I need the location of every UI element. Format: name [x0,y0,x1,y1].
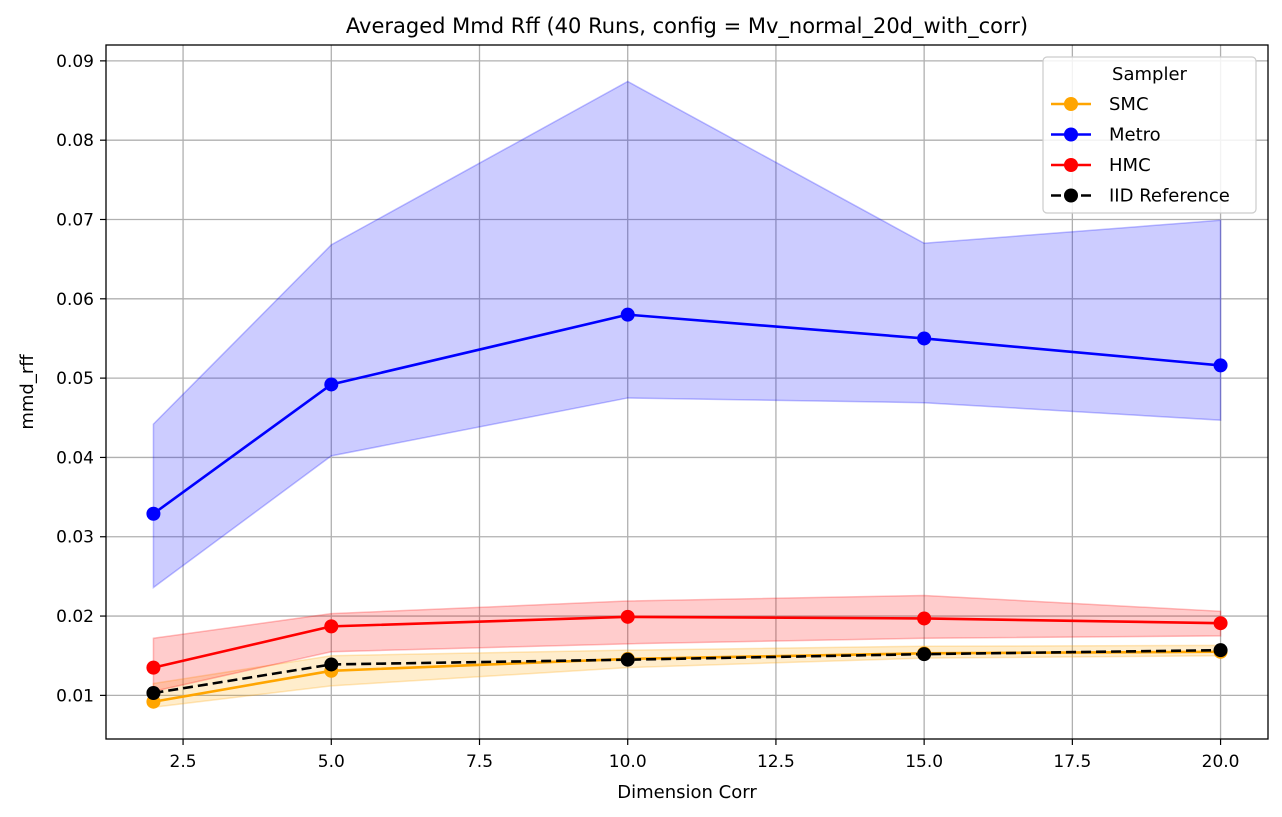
x-tick-label: 5.0 [318,752,345,772]
legend-label-metro: Metro [1109,125,1161,146]
legend-marker-iid-reference [1064,188,1078,203]
plot-frame [105,44,1269,740]
y-tick-label: 0.01 [56,686,94,706]
legend-box [1042,56,1257,214]
x-tick-label: 12.5 [757,752,795,772]
point-metro [324,377,339,392]
y-tick-label: 0.07 [56,210,94,230]
legend-label-smc: SMC [1109,94,1149,115]
x-tick-label: 2.5 [170,752,197,772]
x-tick-label: 20.0 [1202,752,1240,772]
y-tick-label: 0.09 [56,52,94,72]
y-tick-label: 0.08 [56,131,94,151]
x-axis-title: Dimension Corr [617,782,757,803]
y-tick-label: 0.04 [56,448,94,468]
legend-entries: SMC Metro HMC IID Reference [1051,94,1230,207]
point-hmc [917,611,932,626]
legend-item-iid-reference: IID Reference [1051,186,1230,207]
x-axis-ticks: 2.5 5.0 7.5 10.0 12.5 15.0 17.5 20.0 [170,739,1240,772]
point-metro [917,331,932,346]
legend-marker-smc [1064,97,1078,111]
x-tick-label: 10.0 [609,752,647,772]
legend-title: Sampler [1112,64,1187,85]
legend-marker-hmc [1064,158,1078,172]
band-metro [152,80,1222,589]
legend-item-hmc: HMC [1051,155,1151,176]
legend: Sampler SMC Metro HMC IID Reference [1042,56,1257,214]
point-metro [1213,358,1228,373]
point-iid-reference [324,657,339,672]
y-tick-label: 0.03 [56,528,94,548]
point-hmc [620,609,635,624]
point-iid-reference [1213,643,1228,658]
x-tick-label: 15.0 [905,752,943,772]
legend-marker-metro [1064,127,1078,142]
legend-label-hmc: HMC [1109,155,1151,176]
series-markers [146,307,1228,709]
y-tick-label: 0.06 [56,290,94,310]
x-tick-label: 17.5 [1053,752,1091,772]
y-tick-label: 0.05 [56,369,94,389]
legend-item-smc: SMC [1051,94,1149,115]
point-metro [146,506,161,521]
point-iid-reference [146,685,161,700]
point-metro [620,307,635,322]
point-iid-reference [917,647,932,662]
point-hmc [324,619,339,634]
point-iid-reference [620,652,635,667]
grid-lines [106,45,1268,739]
x-tick-label: 7.5 [466,752,493,772]
point-hmc [1213,616,1228,631]
legend-item-metro: Metro [1051,125,1161,146]
chart-title: Averaged Mmd Rff (40 Runs, config = Mv_n… [346,14,1028,39]
legend-label-iid-reference: IID Reference [1109,186,1230,207]
line-iid-reference [153,648,1221,695]
y-tick-label: 0.02 [56,607,94,627]
point-hmc [146,660,161,675]
y-axis-title: mmd_rff [17,354,38,430]
y-axis-ticks: 0.01 0.02 0.03 0.04 0.05 0.06 0.07 0.08 0.09 [56,52,106,706]
